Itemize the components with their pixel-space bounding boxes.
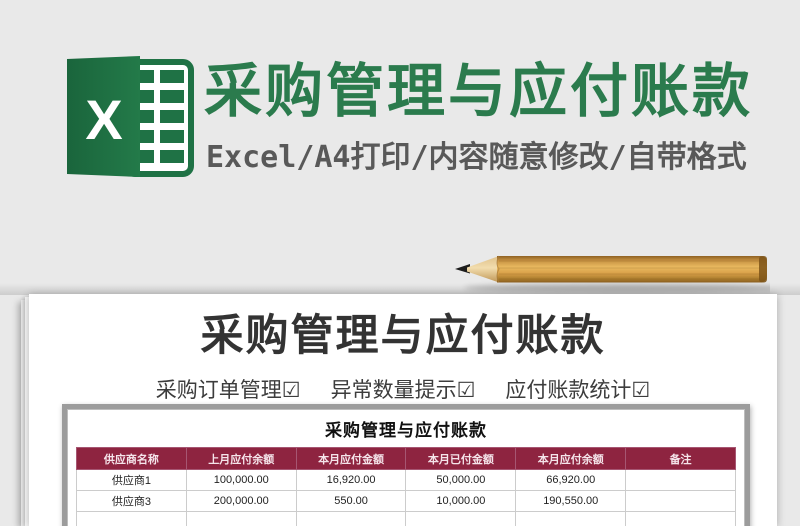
pencil-grain bbox=[499, 260, 760, 280]
excel-logo: X bbox=[67, 56, 194, 177]
pencil-wood-cone bbox=[467, 256, 499, 283]
sheet-frame: 采购管理与应付账款 供应商名称 上月应付余额 本月应付金额 本月已付金额 本月应付余额备… bbox=[62, 404, 750, 526]
column-header: 供应商名称 bbox=[76, 447, 187, 470]
cell: 50,000.00 bbox=[405, 469, 517, 491]
cell: 供应商1 bbox=[76, 469, 187, 491]
table-row bbox=[76, 511, 736, 526]
cell bbox=[185, 511, 297, 526]
feature-item: 应付账款统计☑ bbox=[505, 379, 651, 402]
cell bbox=[625, 511, 736, 526]
cell: 200,000.00 bbox=[185, 490, 297, 512]
banner-subtitle: Excel/A4打印/内容随意修改/自带格式 bbox=[206, 140, 747, 175]
pencil-body bbox=[497, 256, 767, 283]
excel-letter: X bbox=[85, 88, 122, 151]
sheet-body: 供应商1 100,000.00 16,920.00 50,000.00 66,920.0… bbox=[76, 469, 736, 526]
table-row: 供应商3 200,000.00 550.00 10,000.00 190,550.00 bbox=[76, 490, 736, 512]
cell: 16,920.00 bbox=[295, 469, 407, 491]
pencil-shadow bbox=[464, 283, 770, 293]
cell: 供应商3 bbox=[76, 490, 187, 512]
cell bbox=[76, 511, 187, 526]
cell: 66,920.00 bbox=[515, 469, 627, 491]
column-header: 备注 bbox=[625, 447, 736, 470]
cell bbox=[405, 511, 517, 526]
sheet-table: 供应商名称 上月应付余额 本月应付金额 本月已付金额 本月应付余额 备注 供应商1 100,… bbox=[76, 447, 736, 526]
cell: 550.00 bbox=[295, 490, 407, 512]
column-header: 本月应付余额 bbox=[515, 447, 627, 470]
cell: 100,000.00 bbox=[185, 469, 297, 491]
cell bbox=[295, 511, 407, 526]
pencil-graphite-tip bbox=[455, 264, 470, 274]
banner-title: 采购管理与应付账款 bbox=[204, 59, 754, 124]
pencil-image bbox=[455, 255, 770, 293]
table-row: 供应商1 100,000.00 16,920.00 50,000.00 66,920.0… bbox=[76, 469, 736, 491]
pencil-end bbox=[759, 256, 767, 283]
column-header: 上月应付余额 bbox=[185, 447, 297, 470]
feature-list: 采购订单管理☑ 异常数量提示☑ 应付账款统计☑ bbox=[29, 374, 777, 404]
pencil-collar bbox=[496, 255, 500, 283]
sheet-title: 采购管理与应付账款 bbox=[325, 421, 487, 440]
cell bbox=[625, 469, 736, 491]
cell: 190,550.00 bbox=[515, 490, 627, 512]
cell: 10,000.00 bbox=[405, 490, 517, 512]
column-header: 本月应付金额 bbox=[295, 447, 407, 470]
poster-title: 采购管理与应付账款 bbox=[200, 312, 606, 360]
excel-grid-icon bbox=[136, 70, 184, 163]
cell bbox=[625, 490, 736, 512]
sheet-header-row: 供应商名称 上月应付余额 本月应付金额 本月已付金额 本月应付余额 备注 bbox=[76, 447, 736, 470]
cell bbox=[515, 511, 627, 526]
column-header: 本月已付金额 bbox=[405, 447, 517, 470]
feature-item: 采购订单管理☑ bbox=[155, 379, 301, 402]
excel-x-panel bbox=[67, 56, 140, 177]
feature-item: 异常数量提示☑ bbox=[330, 379, 476, 402]
